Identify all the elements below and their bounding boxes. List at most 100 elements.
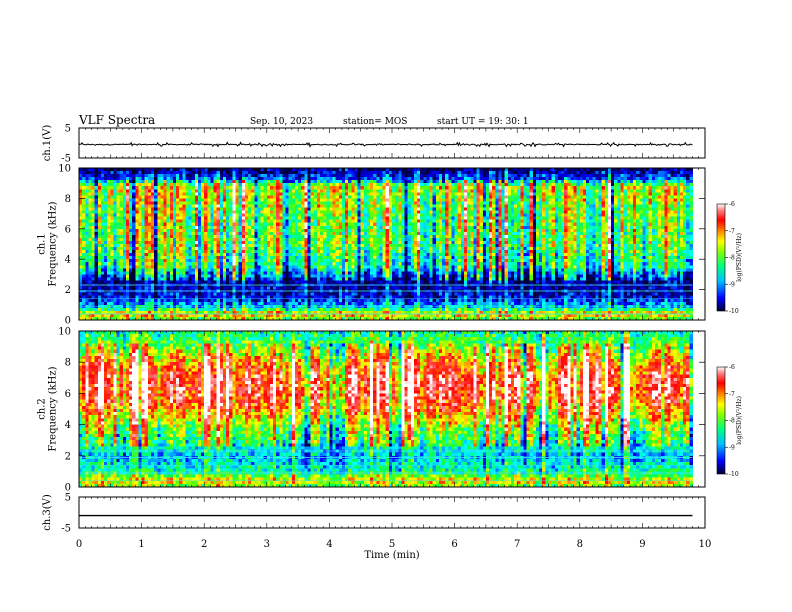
spectrogram-cell <box>298 208 301 211</box>
spectrogram-cell <box>198 229 201 232</box>
spectrogram-cell <box>329 247 332 250</box>
spectrogram-cell <box>242 235 245 238</box>
spectrogram-cell <box>229 217 232 220</box>
spectrogram-cell <box>214 287 217 290</box>
spectrogram-cell <box>204 204 207 207</box>
spectrogram-cell <box>267 180 270 183</box>
spectrogram-cell <box>226 201 229 204</box>
spectrogram-cell <box>154 265 157 268</box>
spectrogram-cell <box>292 186 295 189</box>
spectrogram-cell <box>270 208 273 211</box>
spectrogram-cell <box>79 180 82 183</box>
spectrogram-cell <box>336 277 339 280</box>
spectrogram-cell <box>123 223 126 226</box>
spectrogram-cell <box>104 214 107 217</box>
vlf-spectra-figure: VLF Spectra Sep. 10, 2023 station= MOS s… <box>0 0 792 612</box>
spectrogram-cell <box>292 217 295 220</box>
spectrogram-cell <box>264 253 267 256</box>
spectrogram-cell <box>248 250 251 253</box>
spectrogram-cell <box>270 259 273 262</box>
spectrogram-cell <box>329 308 332 311</box>
spectrogram-cell <box>204 201 207 204</box>
spectrogram-cell <box>164 214 167 217</box>
spectrogram-cell <box>126 256 129 259</box>
spectrogram-cell <box>176 177 179 180</box>
spectrogram-cell <box>138 247 141 250</box>
spectrogram-cell <box>210 308 213 311</box>
spectrogram-cell <box>236 259 239 262</box>
spectrogram-cell <box>151 229 154 232</box>
spectrogram-cell <box>242 183 245 186</box>
spectrogram-cell <box>154 253 157 256</box>
spectrogram-cell <box>295 211 298 214</box>
spectrogram-cell <box>198 220 201 223</box>
spectrogram-cell <box>298 217 301 220</box>
spectrogram-cell <box>135 192 138 195</box>
spectrogram-cell <box>267 198 270 201</box>
spectrogram-cell <box>345 186 348 189</box>
spectrogram-cell <box>326 174 329 177</box>
spectrogram-cell <box>189 177 192 180</box>
spectrogram-cell <box>345 220 348 223</box>
spectrogram-cell <box>364 293 367 296</box>
spectrogram-cell <box>364 241 367 244</box>
spectrogram-cell <box>217 198 220 201</box>
spectrogram-cell <box>358 171 361 174</box>
spectrogram-cell <box>345 232 348 235</box>
spectrogram-cell <box>101 268 104 271</box>
spectrogram-cell <box>120 265 123 268</box>
spectrogram-cell <box>142 277 145 280</box>
spectrogram-cell <box>273 226 276 229</box>
spectrogram-cell <box>182 198 185 201</box>
spectrogram-cell <box>373 177 376 180</box>
spectrogram-cell <box>373 259 376 262</box>
spectrogram-cell <box>185 271 188 274</box>
spectrogram-cell <box>210 180 213 183</box>
spectrogram-cell <box>126 208 129 211</box>
spectrogram-cell <box>307 265 310 268</box>
spectrogram-cell <box>120 256 123 259</box>
spectrogram-cell <box>339 220 342 223</box>
spectrogram-cell <box>348 308 351 311</box>
spectrogram-cell <box>320 214 323 217</box>
spectrogram-cell <box>95 299 98 302</box>
spectrogram-cell <box>164 274 167 277</box>
spectrogram-cell <box>229 220 232 223</box>
spectrogram-cell <box>354 271 357 274</box>
spectrogram-cell <box>98 302 101 305</box>
spectrogram-cell <box>82 192 85 195</box>
spectrogram-cell <box>179 314 182 317</box>
spectrogram-cell <box>101 314 104 317</box>
spectrogram-cell <box>367 214 370 217</box>
spectrogram-cell <box>110 241 113 244</box>
spectrogram-cell <box>85 168 88 171</box>
spectrogram-cell <box>251 217 254 220</box>
spectrogram-cell <box>148 241 151 244</box>
spectrogram-cell <box>170 180 173 183</box>
spectrogram-cell <box>314 302 317 305</box>
spectrogram-cell <box>342 226 345 229</box>
spectrogram-cell <box>282 274 285 277</box>
spectrogram-cell <box>339 171 342 174</box>
spectrogram-cell <box>145 180 148 183</box>
spectrogram-cell <box>179 214 182 217</box>
spectrogram-cell <box>104 247 107 250</box>
spectrogram-cell <box>326 271 329 274</box>
spectrogram-cell <box>351 177 354 180</box>
spectrogram-cell <box>79 208 82 211</box>
spectrogram-cell <box>286 302 289 305</box>
spectrogram-cell <box>298 195 301 198</box>
spectrogram-cell <box>117 214 120 217</box>
spectrogram-cell <box>361 262 364 265</box>
spectrogram-cell <box>348 271 351 274</box>
spectrogram-cell <box>229 314 232 317</box>
spectrogram-cell <box>261 217 264 220</box>
spectrogram-cell <box>148 293 151 296</box>
spectrogram-cell <box>317 198 320 201</box>
spectrogram-cell <box>182 238 185 241</box>
spectrogram-cell <box>270 268 273 271</box>
spectrogram-cell <box>135 171 138 174</box>
spectrogram-cell <box>123 198 126 201</box>
spectrogram-cell <box>304 247 307 250</box>
spectrogram-cell <box>145 268 148 271</box>
